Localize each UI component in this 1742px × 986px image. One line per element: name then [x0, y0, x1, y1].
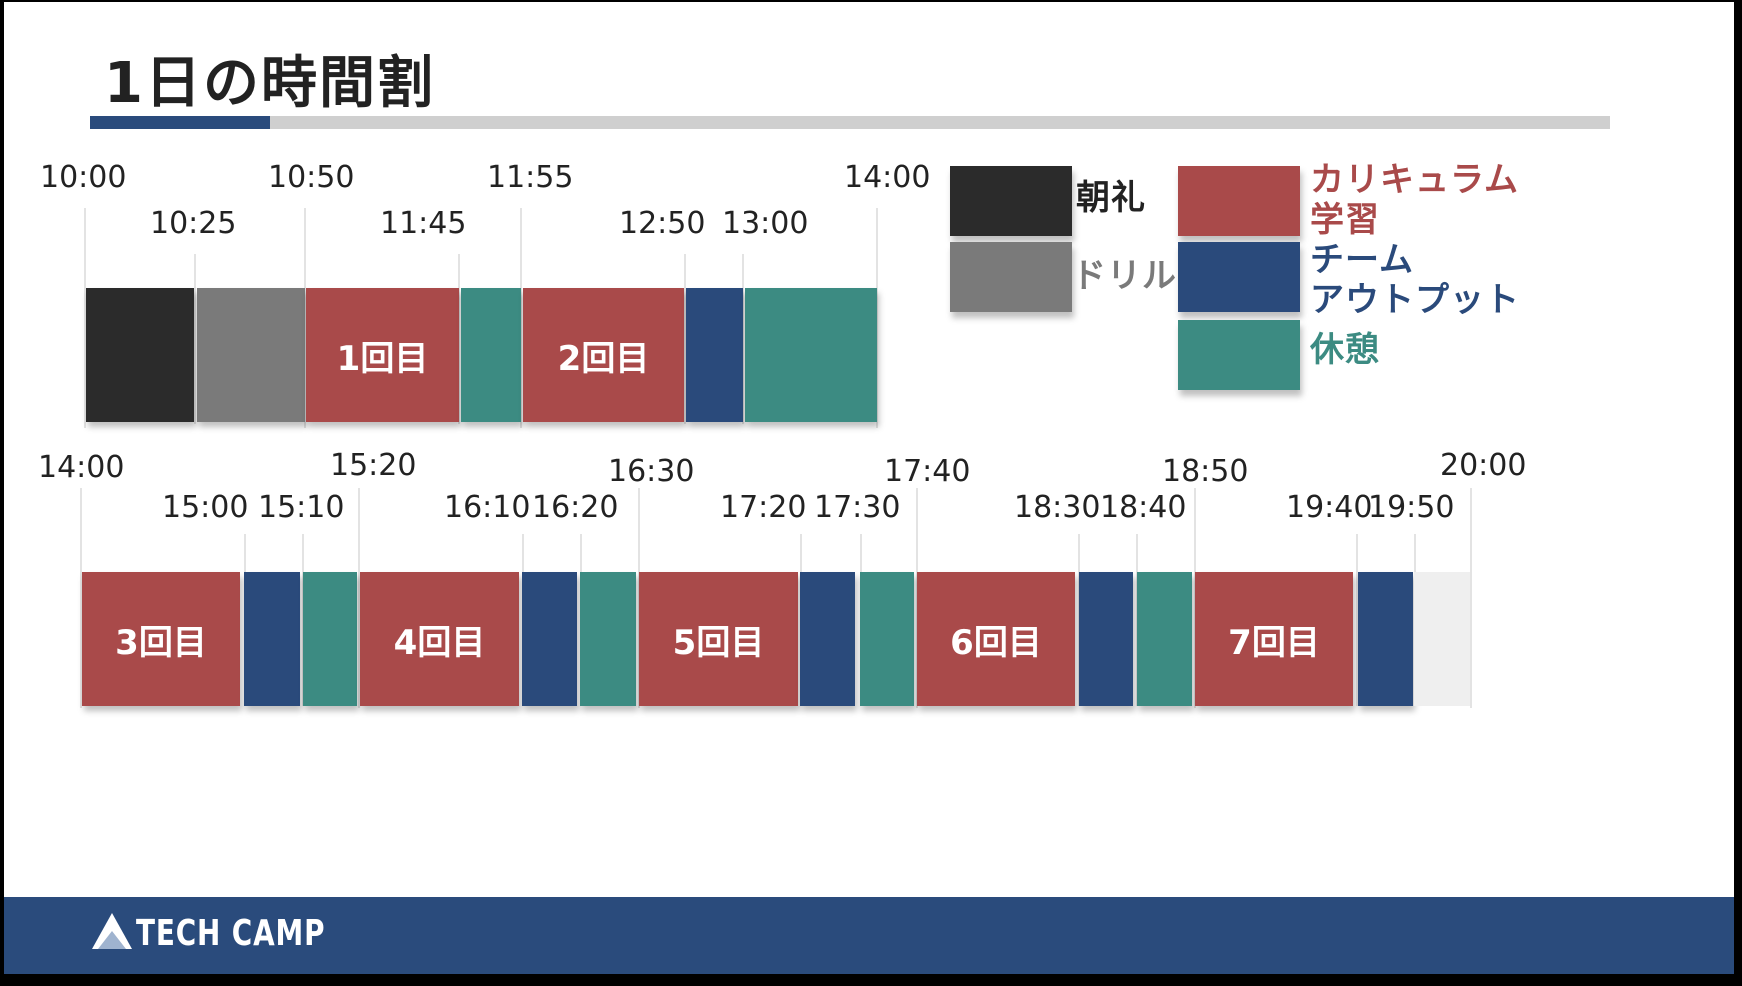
schedule-block-curriculum: 4回目 [360, 572, 519, 706]
schedule-block-curriculum: 6回目 [917, 572, 1075, 706]
time-label: 17:30 [814, 490, 901, 525]
schedule-block-label: 1回目 [336, 338, 429, 379]
legend-label-drill: ドリル [1072, 256, 1177, 296]
schedule-block-break [580, 572, 636, 706]
schedule-block-break [1137, 572, 1192, 706]
major-tick [80, 488, 82, 708]
schedule-block-break [860, 572, 914, 706]
time-label: 16:30 [608, 454, 695, 489]
time-label: 17:40 [884, 454, 971, 489]
time-label: 15:10 [258, 490, 345, 525]
schedule-block-label: 6回目 [950, 622, 1042, 663]
legend-swatch-drill [950, 242, 1072, 312]
schedule-block-label: 5回目 [672, 622, 765, 663]
legend-label-break: 休憩 [1310, 330, 1380, 370]
time-label: 10:00 [40, 160, 127, 195]
schedule-block-team [244, 572, 300, 706]
schedule-block-label: 2回目 [557, 338, 650, 379]
time-label: 14:00 [844, 160, 931, 195]
schedule-block-team [800, 572, 855, 706]
minor-tick [742, 254, 744, 424]
legend-label-chorei: 朝礼 [1076, 178, 1146, 218]
schedule-block-curriculum: 1回目 [306, 288, 459, 422]
mountain-logo-icon [92, 913, 132, 949]
schedule-block-team [686, 288, 743, 422]
schedule-block-drill [197, 288, 305, 422]
time-label: 14:00 [38, 450, 125, 485]
major-tick [84, 208, 86, 428]
time-label: 19:40 [1286, 490, 1373, 525]
legend-swatch-team [1178, 242, 1300, 312]
legend-swatch-chorei [950, 166, 1072, 236]
time-label: 16:10 [444, 490, 531, 525]
time-label: 18:50 [1162, 454, 1249, 489]
time-label: 19:50 [1368, 490, 1455, 525]
minor-tick [684, 254, 686, 424]
legend-label-curriculum: カリキュラム 学習 [1310, 160, 1519, 240]
time-label: 12:50 [619, 206, 706, 241]
title-underline-accent [90, 116, 270, 129]
schedule-block-curriculum: 2回目 [523, 288, 684, 422]
schedule-block-team [1079, 572, 1133, 706]
logo-text: TECH CAMP [136, 913, 326, 954]
page-title: 1日の時間割 [104, 51, 435, 116]
schedule-block-break [461, 288, 521, 422]
time-label: 10:50 [268, 160, 355, 195]
legend-swatch-curriculum [1178, 166, 1300, 236]
schedule-block-empty [1414, 572, 1470, 706]
time-label: 15:20 [330, 448, 417, 483]
major-tick [1470, 488, 1472, 708]
time-label: 10:25 [150, 206, 237, 241]
schedule-block-label: 3回目 [115, 622, 207, 663]
schedule-block-team [1358, 572, 1413, 706]
major-tick [304, 208, 306, 428]
minor-tick [194, 254, 196, 424]
schedule-block-curriculum: 3回目 [82, 572, 240, 706]
legend-label-team: チーム アウトプット [1310, 240, 1520, 320]
legend-swatch-break [1178, 320, 1300, 390]
minor-tick [1356, 534, 1358, 706]
title-underline [90, 116, 1610, 129]
time-label: 16:20 [532, 490, 619, 525]
schedule-block-chorei [86, 288, 194, 422]
time-label: 13:00 [722, 206, 809, 241]
schedule-block-break [303, 572, 357, 706]
schedule-block-team [522, 572, 577, 706]
schedule-block-label: 7回目 [1228, 622, 1320, 663]
time-label: 18:30 [1014, 490, 1101, 525]
time-label: 17:20 [720, 490, 807, 525]
major-tick [520, 208, 522, 428]
minor-tick [458, 254, 460, 424]
major-tick [876, 208, 878, 428]
major-tick [358, 488, 360, 708]
time-label: 20:00 [1440, 448, 1527, 483]
time-label: 18:40 [1100, 490, 1187, 525]
schedule-block-curriculum: 5回目 [639, 572, 798, 706]
time-label: 11:55 [487, 160, 574, 195]
time-label: 15:00 [162, 490, 249, 525]
schedule-block-curriculum: 7回目 [1195, 572, 1353, 706]
time-label: 11:45 [380, 206, 467, 241]
slide: 1日の時間割 10:00 10:50 11:55 14:00 10:25 11:45 12:… [4, 2, 1734, 974]
footer-bar: TECH CAMP [4, 897, 1734, 974]
schedule-block-break [745, 288, 877, 422]
schedule-block-label: 4回目 [393, 622, 486, 663]
